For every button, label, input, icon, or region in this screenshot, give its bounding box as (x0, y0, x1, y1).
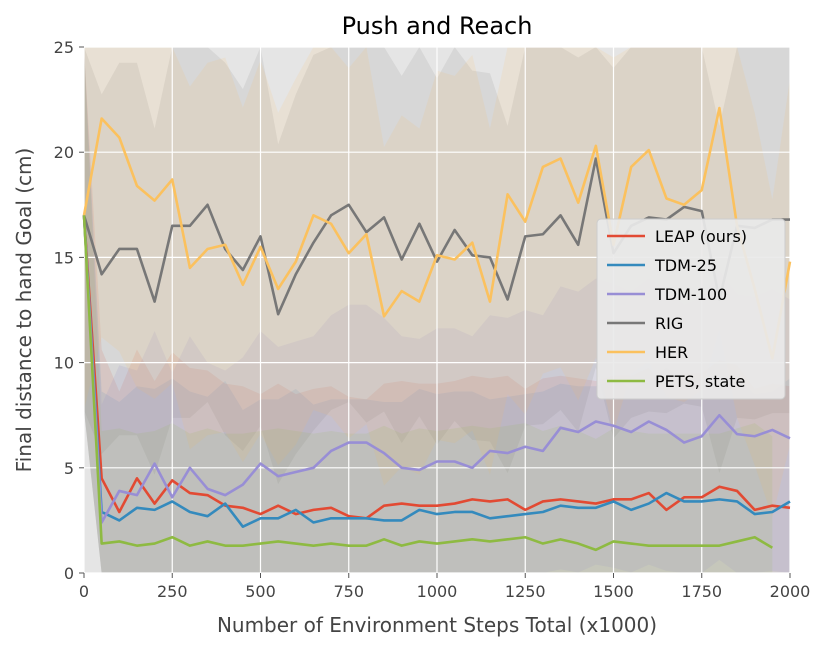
x-axis-label: Number of Environment Steps Total (x1000… (217, 613, 657, 637)
leap-ours-line (82, 215, 791, 520)
x-tick-label: 750 (333, 582, 364, 601)
x-tick-label: 1500 (593, 582, 634, 601)
y-tick-label: 25 (54, 38, 74, 57)
y-tick-label: 10 (54, 354, 74, 373)
pets-state-line (82, 215, 774, 552)
x-tick-label: 0 (79, 582, 89, 601)
rig-legend-label: RIG (655, 314, 683, 333)
x-tick-label: 1250 (505, 582, 546, 601)
tdm-25-legend-label: TDM-25 (654, 256, 717, 275)
her-line (82, 106, 792, 360)
leap-ours-legend-label: LEAP (ours) (655, 227, 747, 246)
x-axis-ticks: 0 250 500 750 1000 1250 1500 1750 2000 (79, 573, 810, 601)
pets-state-band (84, 47, 773, 573)
x-tick-label: 250 (157, 582, 188, 601)
rig-line (82, 157, 790, 316)
y-axis-ticks: 0 5 10 15 20 25 (54, 38, 84, 583)
y-tick-label: 5 (64, 459, 74, 478)
legend: LEAP (ours) TDM-25 TDM-100 RIG HER PETS, stat… (596, 218, 786, 400)
tdm-100-line (82, 215, 791, 524)
tdm-100-legend-label: TDM-100 (654, 285, 727, 304)
series-lines (82, 106, 792, 552)
x-tick-label: 1000 (417, 582, 458, 601)
her-legend-label: HER (655, 343, 688, 362)
x-tick-label: 500 (245, 582, 276, 601)
tdm-25-line (82, 215, 791, 529)
pets-state-legend-label: PETS, state (655, 372, 745, 391)
x-tick-label: 1750 (681, 582, 722, 601)
y-tick-label: 20 (54, 143, 74, 162)
y-tick-label: 0 (64, 564, 74, 583)
y-tick-label: 15 (54, 248, 74, 267)
x-tick-label: 2000 (770, 582, 811, 601)
chart-title: Push and Reach (342, 12, 533, 40)
y-axis-label: Final distance to hand Goal (cm) (12, 148, 36, 473)
